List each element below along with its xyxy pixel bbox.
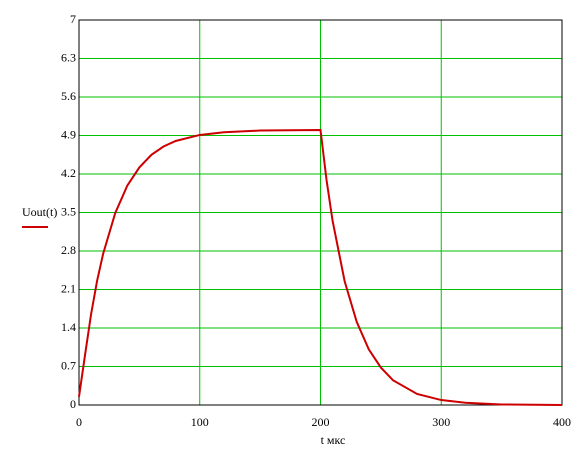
y-tick-label: 0.7 [61, 358, 76, 372]
x-tick-label: 0 [76, 415, 82, 429]
legend-label: Uout(t) [22, 205, 57, 219]
x-tick-label: 200 [312, 415, 330, 429]
y-tick-label: 5.6 [61, 89, 76, 103]
y-tick-label: 4.9 [61, 127, 76, 141]
x-axis-label: t мкс [321, 433, 346, 447]
x-tick-label: 300 [432, 415, 450, 429]
x-tick-label: 100 [191, 415, 209, 429]
y-tick-label: 0 [70, 397, 76, 411]
y-tick-label: 2.8 [61, 243, 76, 257]
plot-frame [78, 19, 563, 406]
y-tick-label: 3.5 [61, 204, 76, 218]
y-tick-label: 1.4 [61, 320, 76, 334]
y-tick-label: 6.3 [61, 50, 76, 64]
y-tick-label: 4.2 [61, 166, 76, 180]
y-tick-label: 2.1 [61, 281, 76, 295]
x-tick-label: 400 [553, 415, 571, 429]
line-series [78, 128, 563, 406]
y-tick-label: 7 [70, 12, 76, 26]
